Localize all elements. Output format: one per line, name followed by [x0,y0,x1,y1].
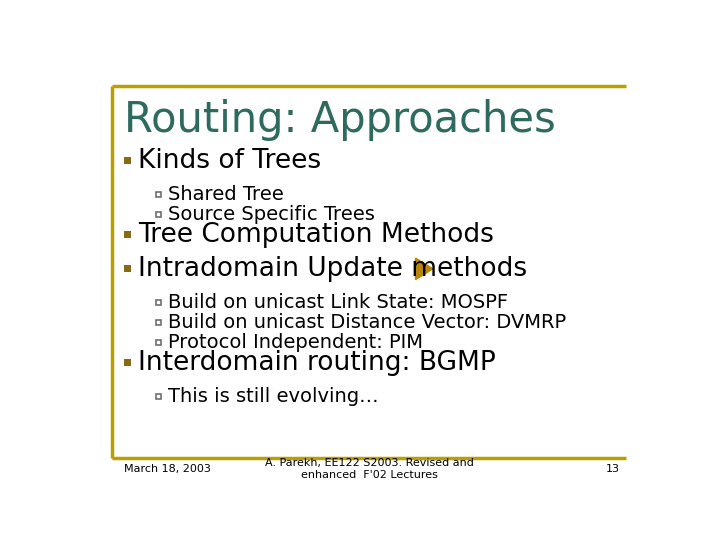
Text: Shared Tree: Shared Tree [168,185,283,205]
Text: 13: 13 [606,464,620,474]
Bar [156,394,161,399]
Bar [156,300,161,305]
Text: This is still evolving…: This is still evolving… [168,387,378,406]
Text: Interdomain routing: BGMP: Interdomain routing: BGMP [138,350,496,376]
Text: Intradomain Update methods: Intradomain Update methods [138,256,527,282]
Bar [156,212,161,217]
Bar [156,192,161,197]
Text: Protocol Independent: PIM: Protocol Independent: PIM [168,333,423,352]
Text: Source Specific Trees: Source Specific Trees [168,205,374,225]
Bar [124,157,131,164]
Bar [124,231,131,238]
Bar [124,265,131,272]
Text: Build on unicast Distance Vector: DVMRP: Build on unicast Distance Vector: DVMRP [168,313,566,332]
Bar [156,340,161,345]
Bar [156,320,161,325]
Polygon shape [415,258,433,280]
Bar [124,359,131,366]
Text: Routing: Approaches: Routing: Approaches [124,99,556,141]
Text: Tree Computation Methods: Tree Computation Methods [138,222,494,248]
Text: A. Parekh, EE122 S2003. Revised and
enhanced  F'02 Lectures: A. Parekh, EE122 S2003. Revised and enha… [264,458,474,480]
Text: Kinds of Trees: Kinds of Trees [138,148,321,174]
Text: March 18, 2003: March 18, 2003 [124,464,211,474]
Text: Build on unicast Link State: MOSPF: Build on unicast Link State: MOSPF [168,293,508,312]
